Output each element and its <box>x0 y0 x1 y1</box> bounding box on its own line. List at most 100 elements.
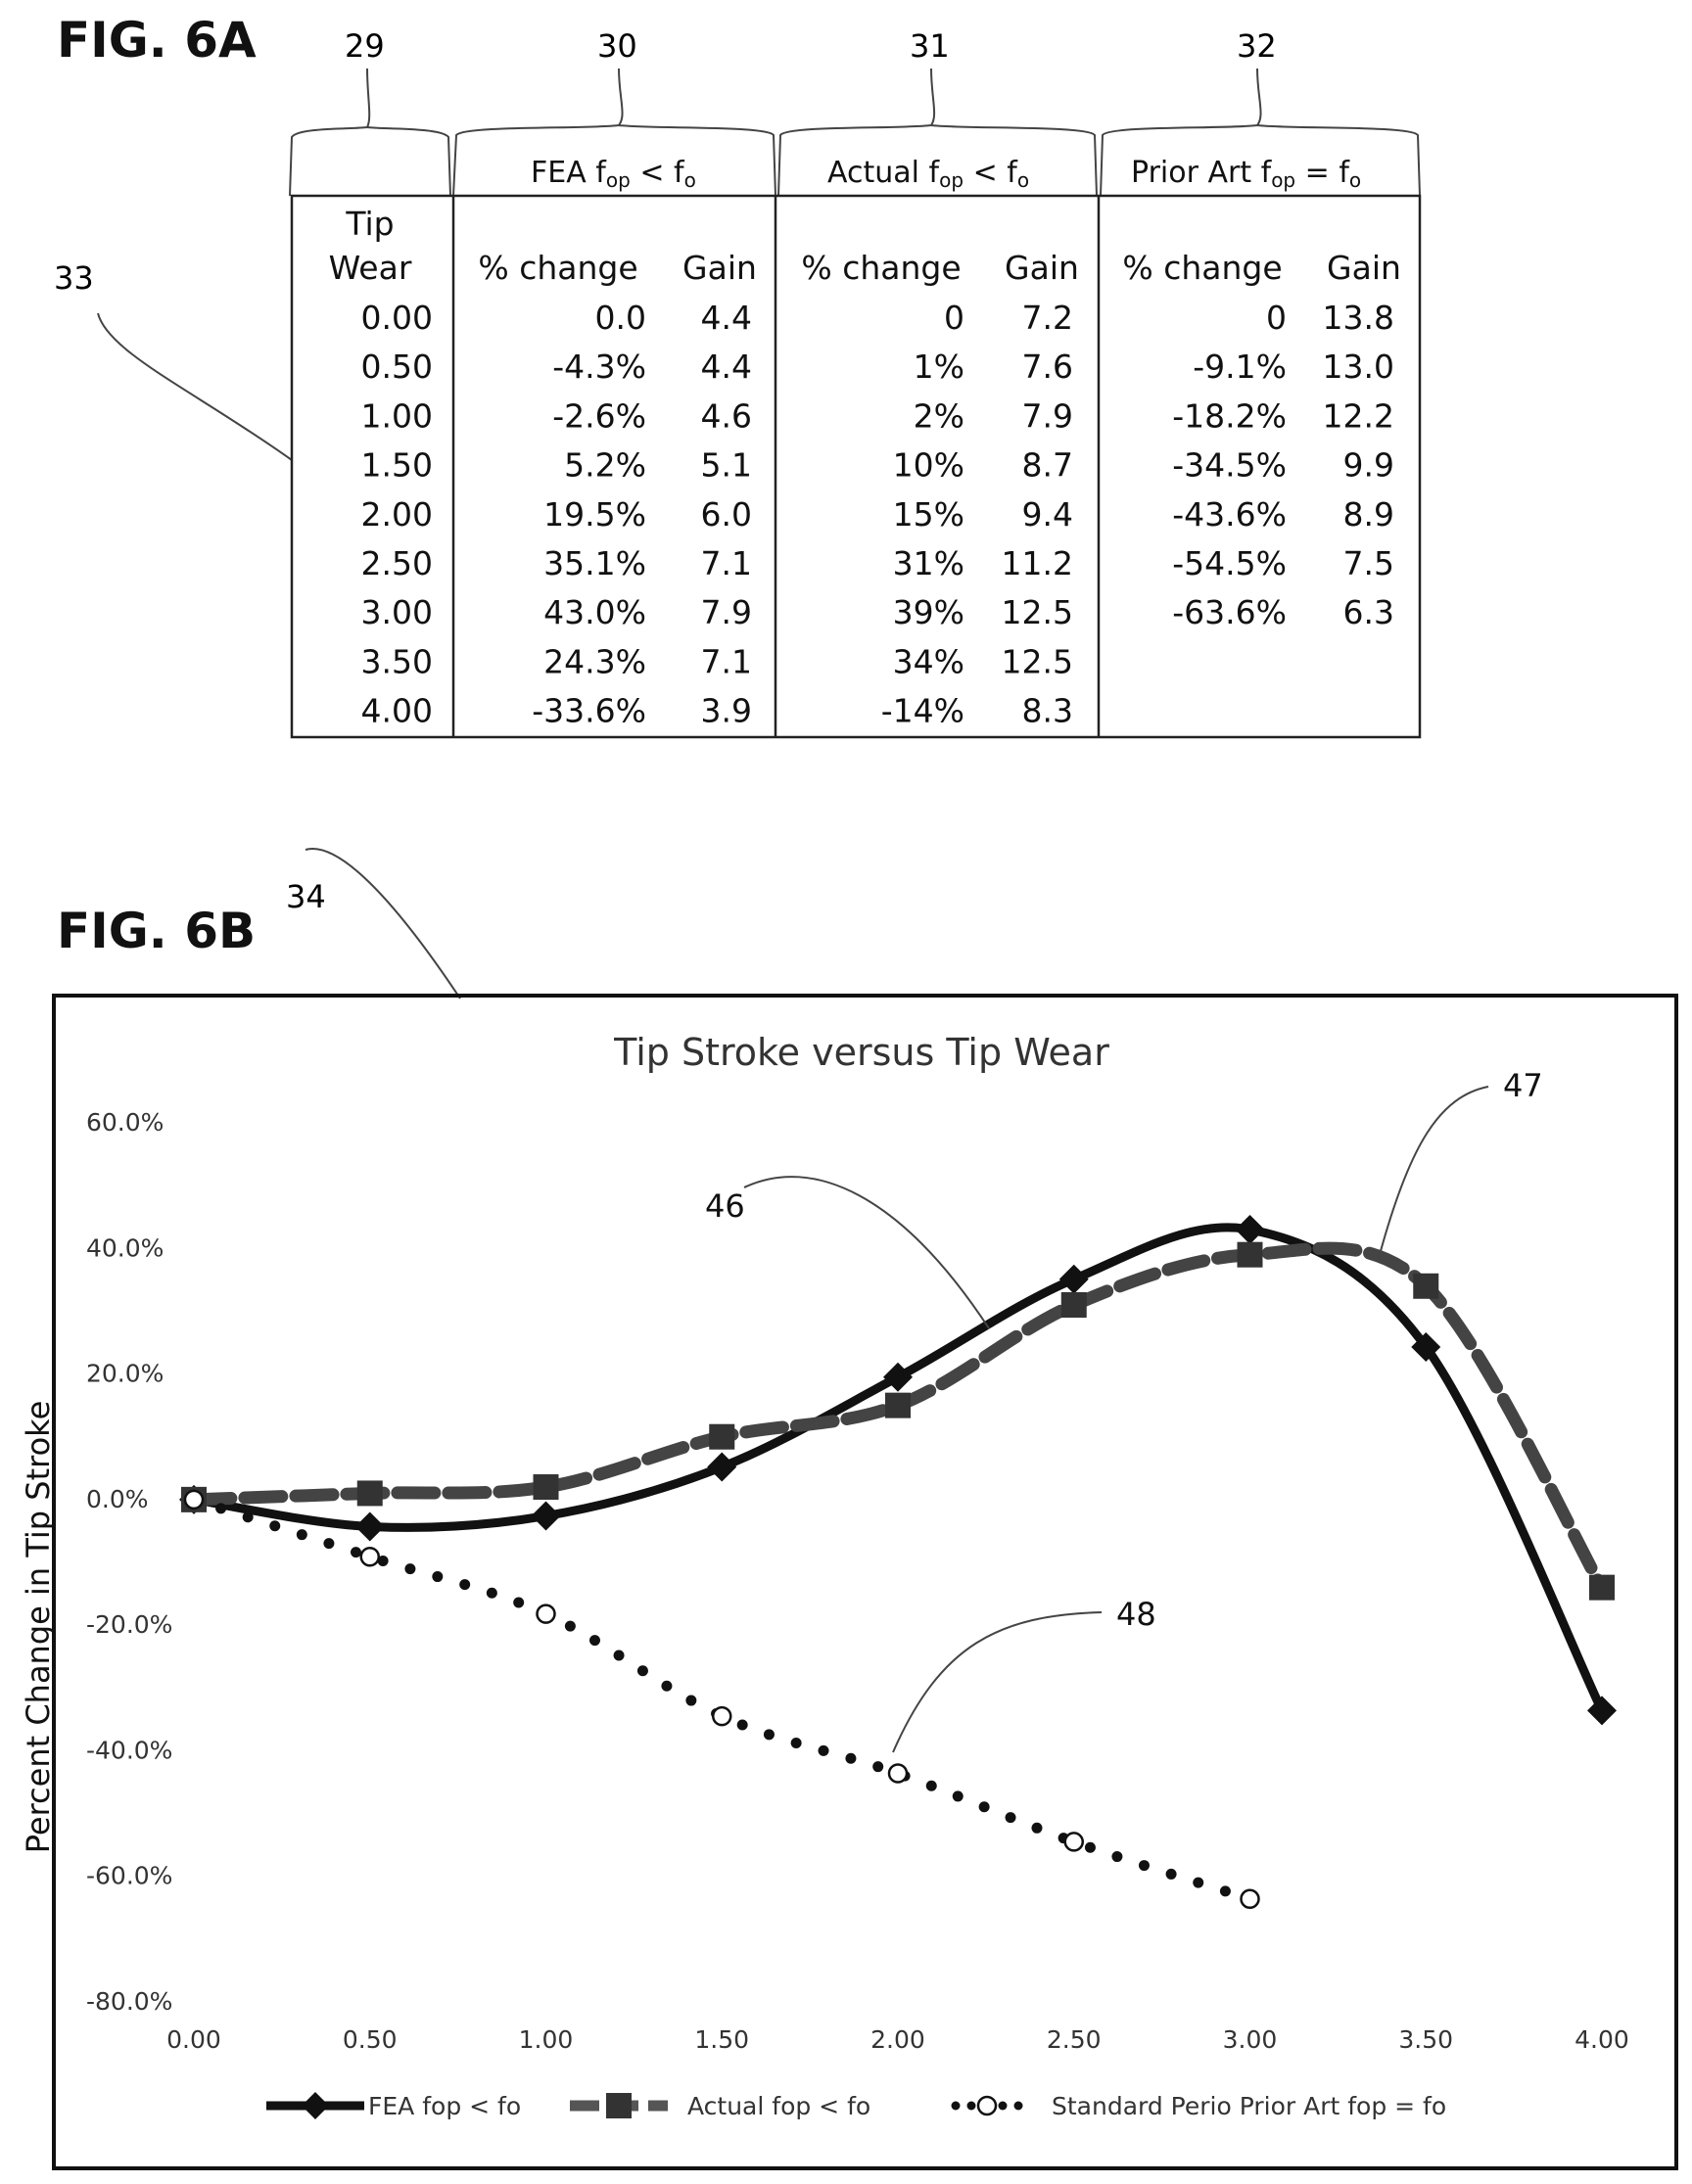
ref-34: 34 <box>286 878 326 915</box>
table-body: 0.00 0.0 4.4 0 7.2 0 13.8 0.50 -4.3% 4.4 1% 7.6 -9.1… <box>361 299 1394 730</box>
prior-art-point <box>712 1705 732 1727</box>
legend-fea: FEA fop < fo <box>368 2092 521 2120</box>
actual-point <box>1237 1241 1263 1268</box>
legend-marker-actual <box>606 2093 632 2118</box>
table-cell-act-pct: 2% <box>914 396 964 435</box>
series-dot <box>1193 1877 1204 1888</box>
table-cell-fea-pct: 24.3% <box>543 642 646 680</box>
series-dot <box>1005 1812 1016 1824</box>
series-prior-dots <box>188 1494 1231 1897</box>
table-cell-fea-pct: 5.2% <box>564 446 646 485</box>
table-cell-pri-pct: -43.6% <box>1172 495 1287 534</box>
col-head-fea-gain: Gain <box>682 249 757 287</box>
series-dot <box>899 1770 911 1782</box>
header-actual: Actual fop < fo <box>827 156 1029 192</box>
series-dot <box>323 1538 335 1550</box>
fea-point <box>354 1511 385 1542</box>
table-cell-pri-gain: 8.9 <box>1343 495 1394 534</box>
brace-connectors <box>97 68 1421 461</box>
x-tick-label: 1.00 <box>519 2025 574 2054</box>
table-cell-act-gain: 9.4 <box>1022 495 1073 534</box>
actual-point <box>1589 1574 1615 1601</box>
fea-point <box>1058 1264 1089 1294</box>
table-cell-act-gain: 7.9 <box>1022 396 1073 435</box>
actual-point <box>1060 1292 1087 1319</box>
table-cell-act-pct: 15% <box>893 495 964 534</box>
table-cell-pri-gain: 6.3 <box>1343 593 1394 631</box>
prior-art-point <box>1240 1888 1260 1910</box>
series-dot <box>845 1752 857 1764</box>
series-dot <box>1219 1885 1231 1897</box>
series-dot <box>925 1780 937 1791</box>
y-axis-label: Percent Change in Tip Stroke <box>20 1401 57 1854</box>
series-dot <box>790 1737 802 1748</box>
series-dot <box>711 1707 723 1719</box>
table-cell-act-gain: 12.5 <box>1002 642 1073 680</box>
ref-32: 32 <box>1237 27 1277 65</box>
series-dot <box>350 1547 361 1558</box>
series-dot <box>486 1587 497 1599</box>
table-cell-pri-pct: -63.6% <box>1172 593 1287 631</box>
callout-48-pointer <box>892 1611 1103 1753</box>
series-dot <box>978 1801 990 1813</box>
actual-point <box>356 1480 383 1507</box>
series-dot <box>188 1494 200 1506</box>
series-dot <box>1111 1851 1123 1863</box>
y-tick-label: -20.0% <box>86 1610 172 1639</box>
table-cell-tip: 3.50 <box>361 642 433 680</box>
x-tick-label: 0.00 <box>166 2025 221 2054</box>
series-dot <box>736 1719 748 1731</box>
table-frame <box>290 194 1422 739</box>
col-head-act-gain: Gain <box>1005 249 1079 287</box>
col-head-tip-1: Tip <box>345 205 394 243</box>
ref-29: 29 <box>345 27 385 65</box>
series-dot <box>818 1744 829 1756</box>
table-cell-tip: 2.00 <box>361 495 433 534</box>
x-tick-label: 1.50 <box>694 2025 749 2054</box>
ref-31: 31 <box>910 27 950 65</box>
series-dot <box>1058 1833 1069 1844</box>
series-dot <box>1138 1860 1150 1872</box>
series-dot <box>636 1665 648 1677</box>
callout-48: 48 <box>1116 1596 1156 1633</box>
y-tick-label: -80.0% <box>86 1987 172 2016</box>
table-cell-fea-pct: -4.3% <box>552 348 646 386</box>
y-tick-label: 60.0% <box>86 1108 164 1137</box>
table-cell-act-pct: 0 <box>944 299 964 337</box>
table-cell-pri-pct: -54.5% <box>1172 544 1287 582</box>
col-head-fea-pct: % change <box>478 249 637 287</box>
table-cell-act-gain: 8.7 <box>1022 446 1073 485</box>
table-cell-fea-gain: 3.9 <box>701 692 752 730</box>
table-cell-act-pct: 34% <box>893 642 964 680</box>
series-dot <box>513 1597 525 1608</box>
table-cell-fea-pct: 35.1% <box>543 544 646 582</box>
table-cell-pri-pct: -9.1% <box>1193 348 1287 386</box>
x-axis-ticks: 0.00 0.50 1.00 1.50 2.00 2.50 3.00 3.50 4.00 <box>166 2025 1629 2054</box>
series-dot <box>432 1571 444 1583</box>
table-cell-act-gain: 7.6 <box>1022 348 1073 386</box>
table-cell-tip: 0.50 <box>361 348 433 386</box>
callout-46: 46 <box>705 1187 745 1225</box>
fea-point <box>179 1484 209 1514</box>
table-cell-act-pct: -14% <box>881 692 964 730</box>
series-dot <box>1165 1868 1177 1880</box>
table-cell-fea-pct: -2.6% <box>552 396 646 435</box>
prior-art-point <box>887 1763 909 1784</box>
table-cell-tip: 1.00 <box>361 396 433 435</box>
ref-33: 33 <box>54 259 94 297</box>
series-dot <box>1031 1822 1043 1834</box>
col-head-pri-pct: % change <box>1122 249 1282 287</box>
table-cell-tip: 1.50 <box>361 446 433 485</box>
table-cell-act-pct: 31% <box>893 544 964 582</box>
series-dot <box>952 1790 964 1802</box>
series-dot <box>588 1635 600 1647</box>
actual-point <box>1413 1273 1439 1299</box>
table-cell-tip: 4.00 <box>361 692 433 730</box>
x-tick-label: 2.00 <box>870 2025 925 2054</box>
table-cell-pri-gain: 12.2 <box>1323 396 1394 435</box>
table-cell-pri-pct: -34.5% <box>1172 446 1287 485</box>
fea-point <box>883 1362 913 1392</box>
ref-30: 30 <box>597 27 637 65</box>
col-head-pri-gain: Gain <box>1327 249 1401 287</box>
chart-title: Tip Stroke versus Tip Wear <box>613 1031 1109 1074</box>
